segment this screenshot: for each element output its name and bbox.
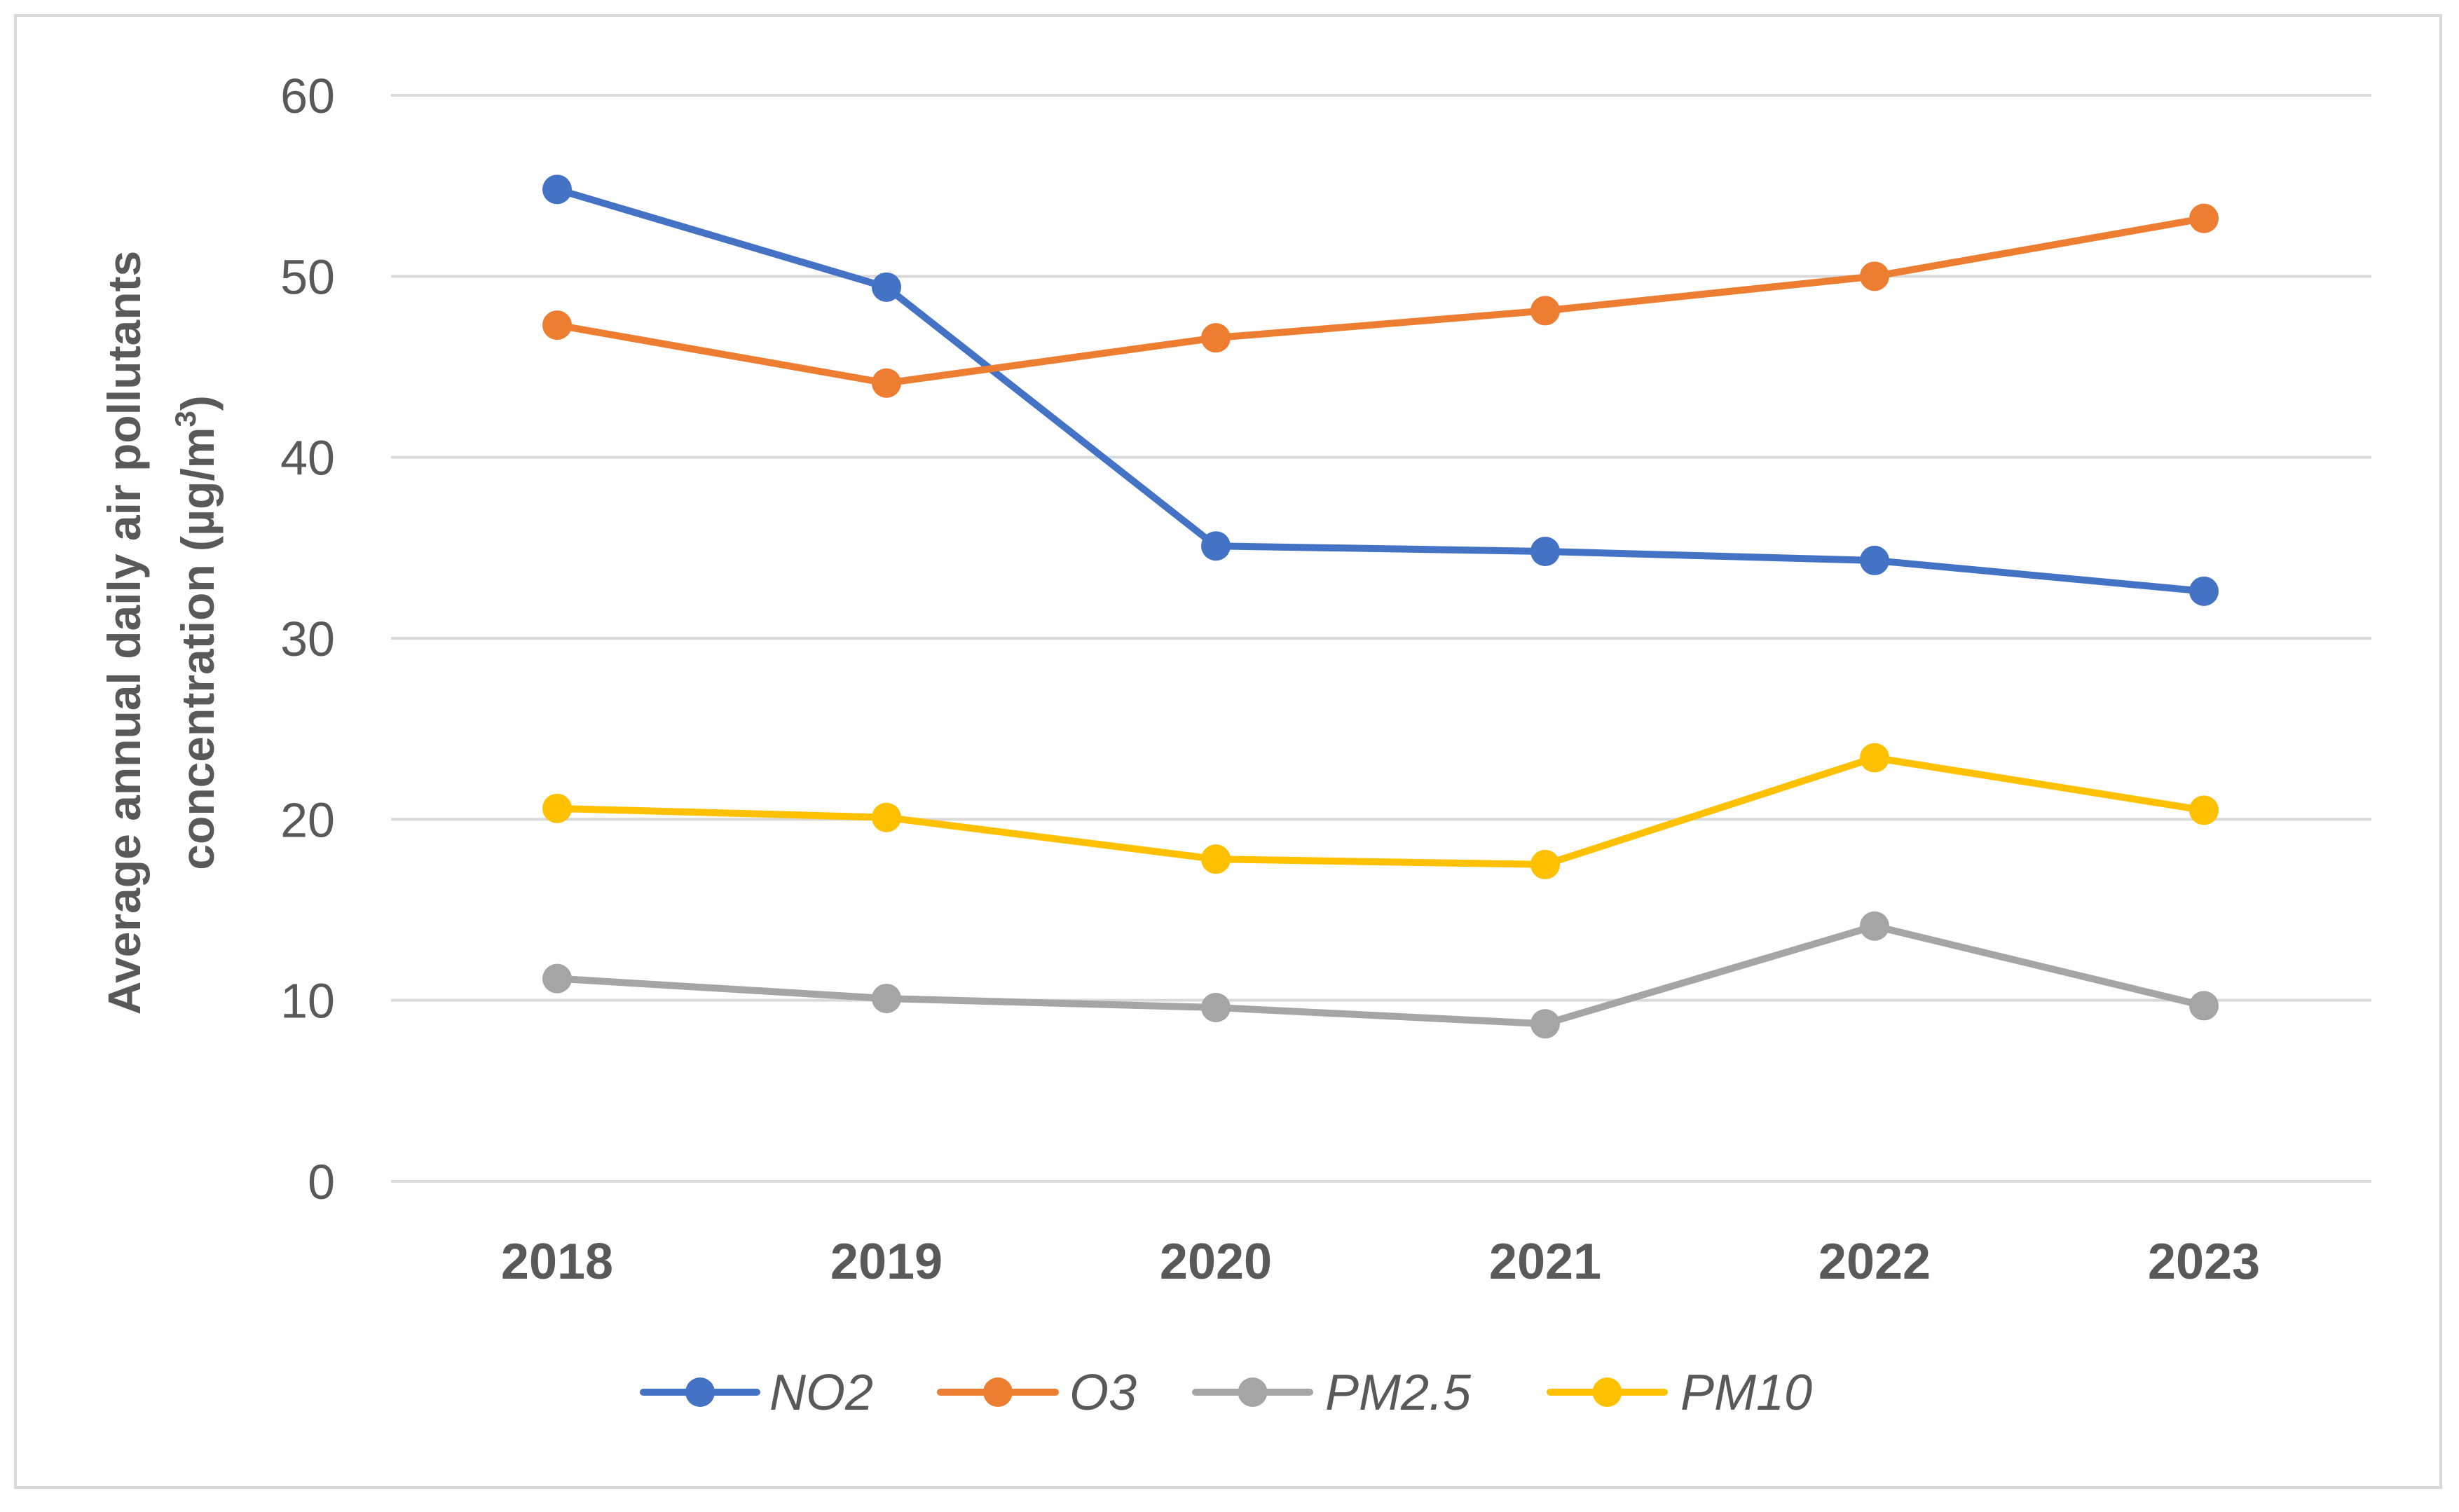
data-point-pm10-2018 [542, 793, 572, 823]
series-lines [542, 174, 2219, 1039]
y-tick-label-20: 20 [280, 792, 335, 847]
data-point-no2-2019 [872, 272, 901, 302]
y-tick-label-60: 60 [280, 69, 335, 123]
data-point-pm25-2020 [1201, 993, 1231, 1022]
legend: NO2 O3 PM2.5 PM10 [640, 1365, 1812, 1421]
x-tick-label-2023: 2023 [2148, 1234, 2260, 1290]
y-axis-ticks: 0 10 20 30 40 50 60 [280, 69, 335, 1209]
x-axis-ticks: 2018 2019 2020 2021 2022 2023 [501, 1234, 2260, 1290]
data-point-o3-2023 [2189, 203, 2219, 233]
data-point-o3-2022 [1860, 261, 1889, 291]
data-point-pm10-2022 [1860, 743, 1889, 773]
x-tick-label-2021: 2021 [1489, 1234, 1601, 1290]
data-point-pm10-2023 [2189, 795, 2219, 825]
x-tick-label-2022: 2022 [1818, 1234, 1931, 1290]
y-tick-label-50: 50 [280, 249, 335, 304]
legend-label-no2: NO2 [769, 1365, 873, 1421]
chart-area [14, 14, 2442, 1489]
data-point-pm25-2018 [542, 963, 572, 994]
y-tick-label-0: 0 [308, 1155, 335, 1209]
series-no2 [542, 174, 2219, 606]
legend-label-pm10: PM10 [1680, 1365, 1812, 1421]
gridlines [391, 94, 2371, 1183]
data-point-no2-2023 [2189, 576, 2219, 606]
x-tick-label-2018: 2018 [501, 1234, 613, 1290]
y-axis-title-unit-superscript: 3 [169, 411, 202, 427]
y-tick-label-30: 30 [280, 612, 335, 666]
series-line-pm10 [554, 754, 2207, 868]
legend-item-o3: O3 [937, 1365, 1137, 1421]
series-line-pm25 [554, 922, 2207, 1028]
legend-swatch-marker-pm25 [1238, 1377, 1268, 1407]
legend-label-pm25: PM2.5 [1325, 1365, 1472, 1421]
series-line-no2 [554, 186, 2207, 595]
y-axis-title-line1: Average annual daily air pollutants [98, 251, 150, 1015]
data-point-o3-2018 [542, 310, 572, 341]
data-point-pm25-2023 [2189, 991, 2219, 1021]
data-point-pm10-2021 [1530, 849, 1560, 879]
series-line-o3 [554, 214, 2207, 387]
legend-item-no2: NO2 [640, 1365, 873, 1421]
y-axis-title-line2: concentration (µg/m3) [169, 395, 224, 870]
x-tick-label-2019: 2019 [830, 1234, 943, 1290]
legend-swatch-marker-no2 [685, 1377, 715, 1407]
y-tick-label-10: 10 [280, 974, 335, 1029]
data-point-pm10-2019 [872, 802, 901, 832]
data-point-pm25-2019 [872, 984, 901, 1014]
legend-swatch-marker-pm10 [1592, 1377, 1622, 1407]
data-point-no2-2018 [542, 174, 572, 205]
y-axis-title: Average annual daily air pollutants conc… [98, 251, 224, 1015]
legend-label-o3: O3 [1069, 1365, 1137, 1421]
series-pm10 [542, 743, 2219, 879]
series-o3 [542, 203, 2219, 398]
data-point-pm25-2022 [1860, 911, 1889, 941]
legend-swatch-marker-o3 [983, 1377, 1013, 1407]
data-point-no2-2021 [1530, 537, 1560, 566]
data-point-pm25-2021 [1530, 1009, 1560, 1039]
data-point-o3-2021 [1530, 296, 1560, 326]
y-axis-title-unit-suffix: ) [172, 395, 224, 411]
data-point-o3-2019 [872, 368, 901, 398]
data-point-no2-2022 [1860, 545, 1889, 575]
legend-item-pm10: PM10 [1547, 1365, 1812, 1421]
data-point-no2-2020 [1201, 531, 1231, 561]
data-point-pm10-2020 [1201, 844, 1231, 874]
data-point-o3-2020 [1201, 323, 1231, 353]
y-tick-label-40: 40 [280, 431, 335, 486]
series-pm25 [542, 911, 2219, 1039]
legend-item-pm25: PM2.5 [1192, 1365, 1472, 1421]
y-axis-title-unit-prefix: concentration (µg/m [172, 427, 224, 870]
x-tick-label-2020: 2020 [1160, 1234, 1272, 1290]
